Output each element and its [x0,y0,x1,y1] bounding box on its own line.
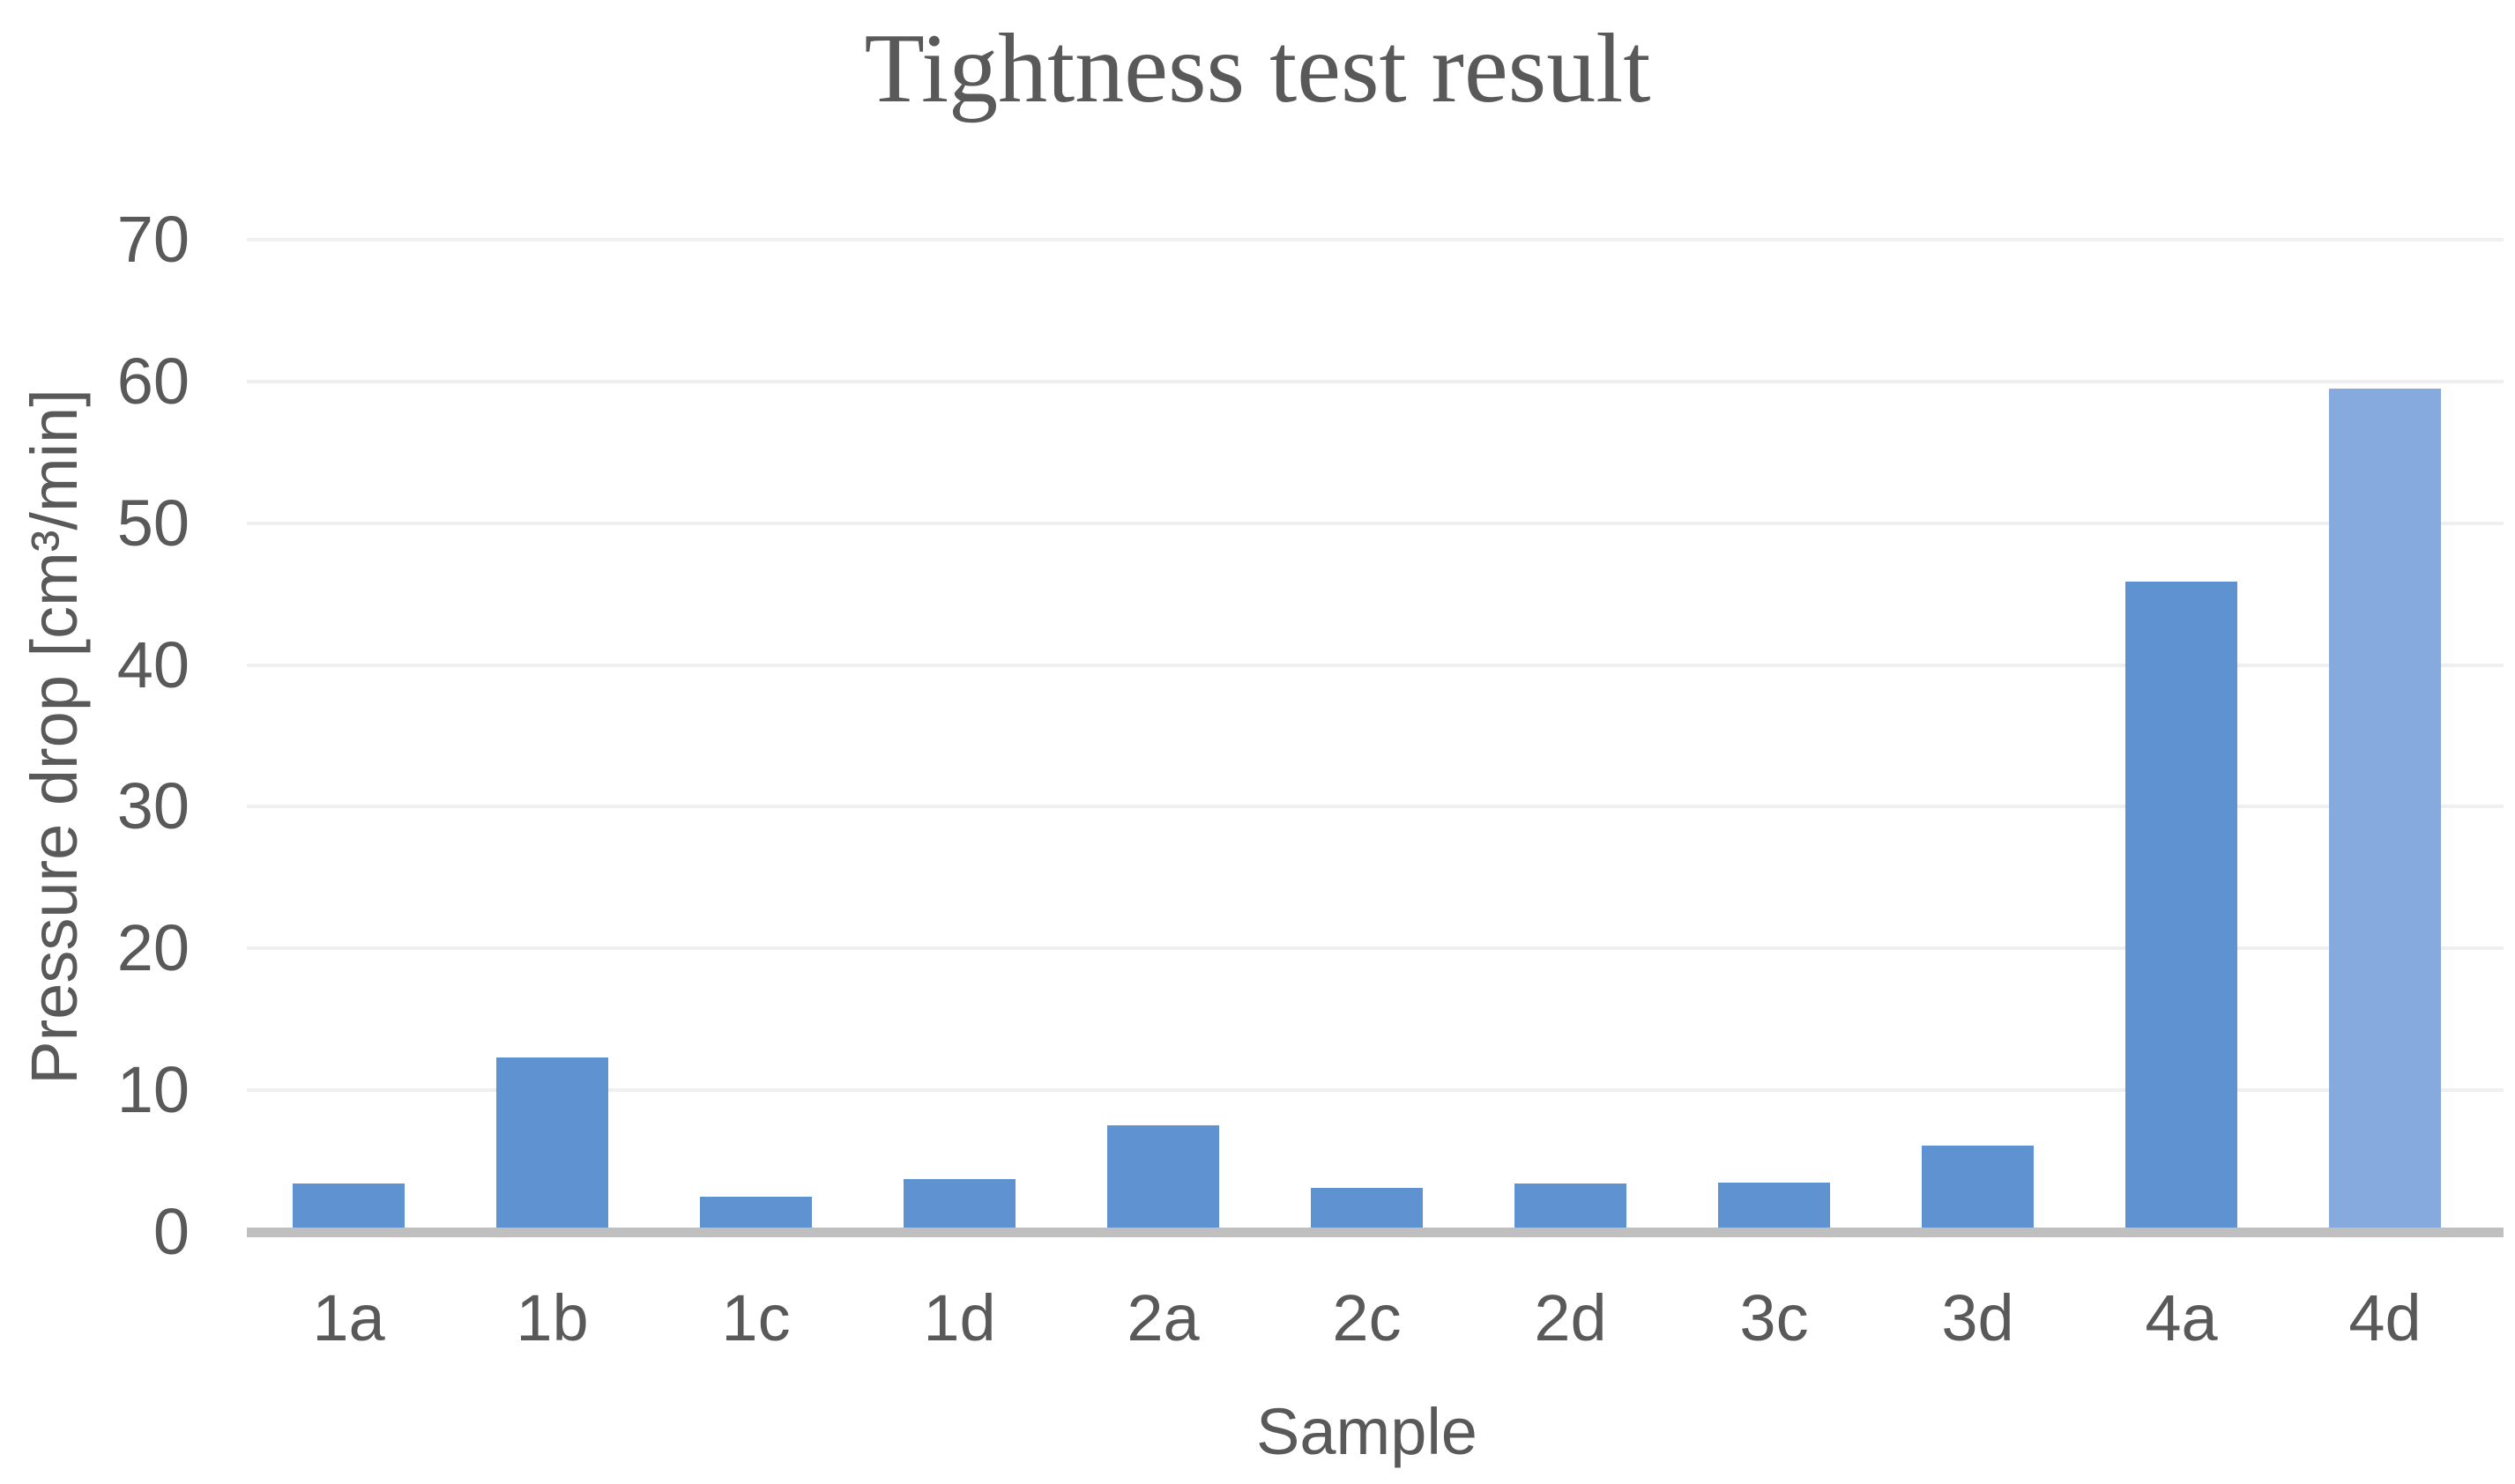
bar-2d [1514,1183,1626,1232]
bar-1d [904,1179,1016,1232]
x-tick-label: 1a [312,1281,385,1354]
y-tick-label: 50 [116,486,190,560]
y-tick-label: 30 [116,769,190,843]
bar-1c [700,1196,812,1232]
x-tick-label: 1d [923,1281,996,1354]
chart-title: Tightness test result [864,14,1651,123]
gridline [247,946,2504,951]
gridline [247,521,2504,525]
x-tick-label: 4d [2348,1281,2422,1354]
gridline [247,805,2504,809]
bar-2c [1311,1188,1423,1232]
y-tick-label: 20 [116,911,190,985]
y-tick-label: 40 [116,627,190,701]
y-tick-label: 0 [153,1195,190,1268]
y-tick-label: 70 [116,203,190,276]
y-tick-label: 10 [116,1053,190,1127]
bar-4a [2125,581,2237,1232]
x-tick-label: 1b [516,1281,589,1354]
bar-3c [1718,1182,1830,1232]
x-tick-label: 3c [1739,1281,1809,1354]
gridline [247,1088,2504,1093]
x-tick-label: 4a [2145,1281,2218,1354]
y-tick-label: 60 [116,344,190,418]
gridline [247,238,2504,241]
gridline [247,663,2504,667]
bar-1b [496,1057,608,1232]
bar-2a [1107,1125,1219,1232]
bar-4d [2329,388,2441,1232]
x-tick-label: 2a [1127,1281,1200,1354]
bar-1a [293,1183,405,1232]
x-tick-label: 2c [1332,1281,1402,1354]
x-tick-label: 3d [1941,1281,2014,1354]
x-tick-label: 2d [1534,1281,1607,1354]
x-axis-title: Sample [1256,1395,1477,1468]
bar-3d [1922,1145,2034,1232]
x-axis-line [247,1228,2504,1237]
gridline [247,379,2504,383]
y-axis-title: Pressure drop [cm³/min] [18,389,91,1085]
x-tick-label: 1c [721,1281,791,1354]
